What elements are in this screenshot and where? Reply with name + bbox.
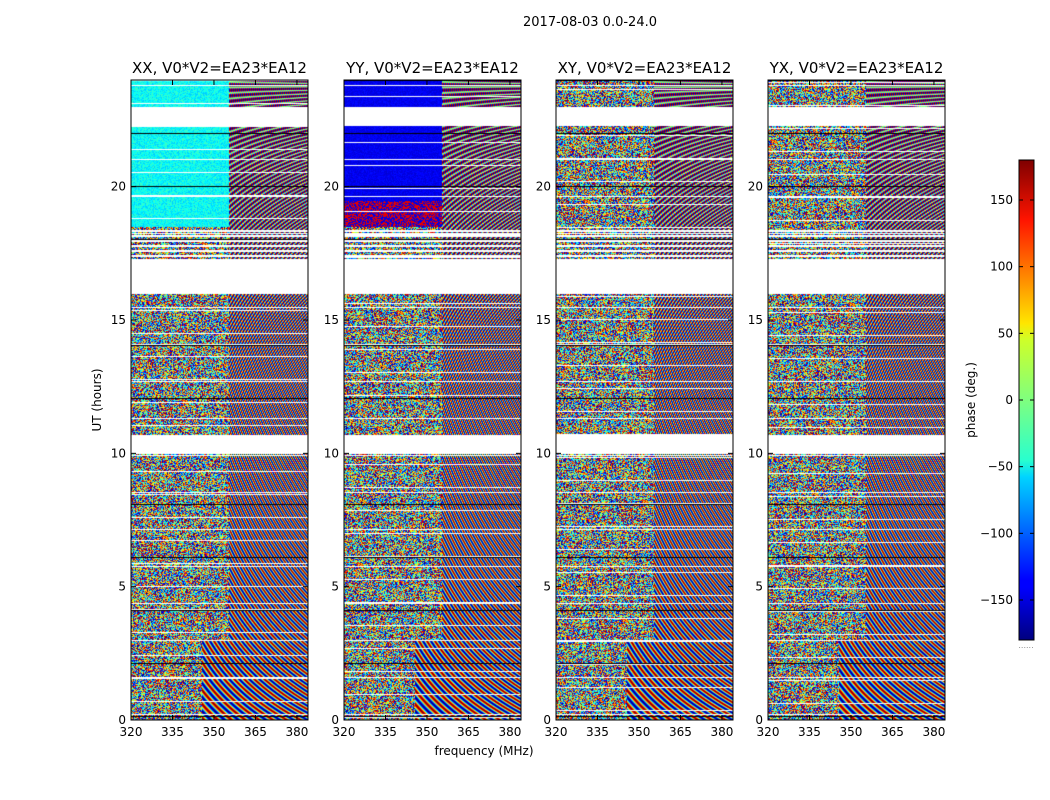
x-tick-label: 365 <box>244 725 267 739</box>
y-tick-label: 5 <box>331 580 339 594</box>
colorbar: 150 100 50 0 −50 −100 −150 phase (deg.) ...... <box>964 159 1035 650</box>
colorbar-tick-label: 100 <box>990 260 1013 274</box>
heatmap-canvas <box>344 80 521 720</box>
panel-frame <box>767 79 946 721</box>
figure-title: 2017-08-03 0.0-24.0 <box>523 15 657 30</box>
colorbar-bottom-text: ...... <box>1018 641 1033 650</box>
x-tick-label: 380 <box>710 725 733 739</box>
x-tick-label: 350 <box>416 725 439 739</box>
x-tick-label: 350 <box>203 725 226 739</box>
panels-group: XX, V0*V2=EA23*EA12 320 335 350 365 380 0 5 10 15… <box>111 59 946 739</box>
y-tick-label: 15 <box>111 313 126 327</box>
y-tick-label: 10 <box>324 446 339 460</box>
colorbar-tick-label: −100 <box>980 526 1013 540</box>
heatmap-yx <box>768 80 945 720</box>
heatmap-xx <box>131 80 308 720</box>
x-tick-label: 380 <box>285 725 308 739</box>
panel-yx: YX, V0*V2=EA23*EA12 320 335 350 365 380 0 5 10 15… <box>748 59 946 739</box>
y-tick-label: 0 <box>543 713 551 727</box>
colorbar-tick-label: 150 <box>990 193 1013 207</box>
colorbar-tick-label: 0 <box>1005 393 1013 407</box>
y-tick-label: 15 <box>536 313 551 327</box>
panel-title: XX, V0*V2=EA23*EA12 <box>132 59 307 77</box>
x-tick-label: 365 <box>881 725 904 739</box>
x-tick-label: 335 <box>374 725 397 739</box>
x-tick-label: 380 <box>498 725 521 739</box>
heatmap-canvas <box>768 80 945 720</box>
heatmap-canvas <box>556 80 733 720</box>
heatmap-canvas <box>131 80 308 720</box>
panel-frame <box>343 79 522 721</box>
y-tick-label: 20 <box>324 180 339 194</box>
x-tick-label: 335 <box>161 725 184 739</box>
x-tick-label: 380 <box>922 725 945 739</box>
x-tick-label: 320 <box>120 725 143 739</box>
colorbar-ticks: 150 100 50 0 −50 −100 −150 <box>980 193 1034 607</box>
y-tick-label: 15 <box>324 313 339 327</box>
x-tick-label: 350 <box>628 725 651 739</box>
y-tick-label: 5 <box>118 580 126 594</box>
y-tick-label: 20 <box>111 180 126 194</box>
panel-frame <box>555 79 734 721</box>
x-tick-label: 365 <box>669 725 692 739</box>
y-tick-label: 10 <box>748 446 763 460</box>
panel-xx: XX, V0*V2=EA23*EA12 320 335 350 365 380 0 5 10 15… <box>111 59 309 739</box>
panel-frame <box>130 79 309 721</box>
y-tick-label: 20 <box>536 180 551 194</box>
y-tick-label: 10 <box>111 446 126 460</box>
panel-title: XY, V0*V2=EA23*EA12 <box>558 59 732 77</box>
colorbar-tick-label: −150 <box>980 593 1013 607</box>
y-tick-label: 15 <box>748 313 763 327</box>
x-tick-label: 365 <box>457 725 480 739</box>
heatmap-yy <box>344 80 521 720</box>
x-tick-label: 335 <box>586 725 609 739</box>
y-tick-label: 0 <box>118 713 126 727</box>
x-tick-label: 335 <box>798 725 821 739</box>
x-tick-label: 320 <box>333 725 356 739</box>
x-tick-label: 350 <box>840 725 863 739</box>
colorbar-label: phase (deg.) <box>964 362 978 438</box>
y-axis-label: UT (hours) <box>90 368 104 431</box>
heatmap-xy <box>556 80 733 720</box>
y-tick-label: 0 <box>331 713 339 727</box>
panel-yy: YY, V0*V2=EA23*EA12 320 335 350 365 380 0 5 10 15… <box>324 59 522 739</box>
y-tick-label: 5 <box>755 580 763 594</box>
y-tick-label: 20 <box>748 180 763 194</box>
y-tick-label: 0 <box>755 713 763 727</box>
colorbar-tick-label: 50 <box>998 326 1013 340</box>
x-tick-label: 320 <box>757 725 780 739</box>
x-axis-label: frequency (MHz) <box>434 744 533 758</box>
panel-xy: XY, V0*V2=EA23*EA12 320 335 350 365 380 0 5 10 15… <box>536 59 734 739</box>
panel-title: YY, V0*V2=EA23*EA12 <box>345 59 519 77</box>
y-tick-label: 5 <box>543 580 551 594</box>
x-tick-label: 320 <box>545 725 568 739</box>
y-tick-label: 10 <box>536 446 551 460</box>
colorbar-tick-label: −50 <box>988 460 1013 474</box>
panel-title: YX, V0*V2=EA23*EA12 <box>769 59 944 77</box>
